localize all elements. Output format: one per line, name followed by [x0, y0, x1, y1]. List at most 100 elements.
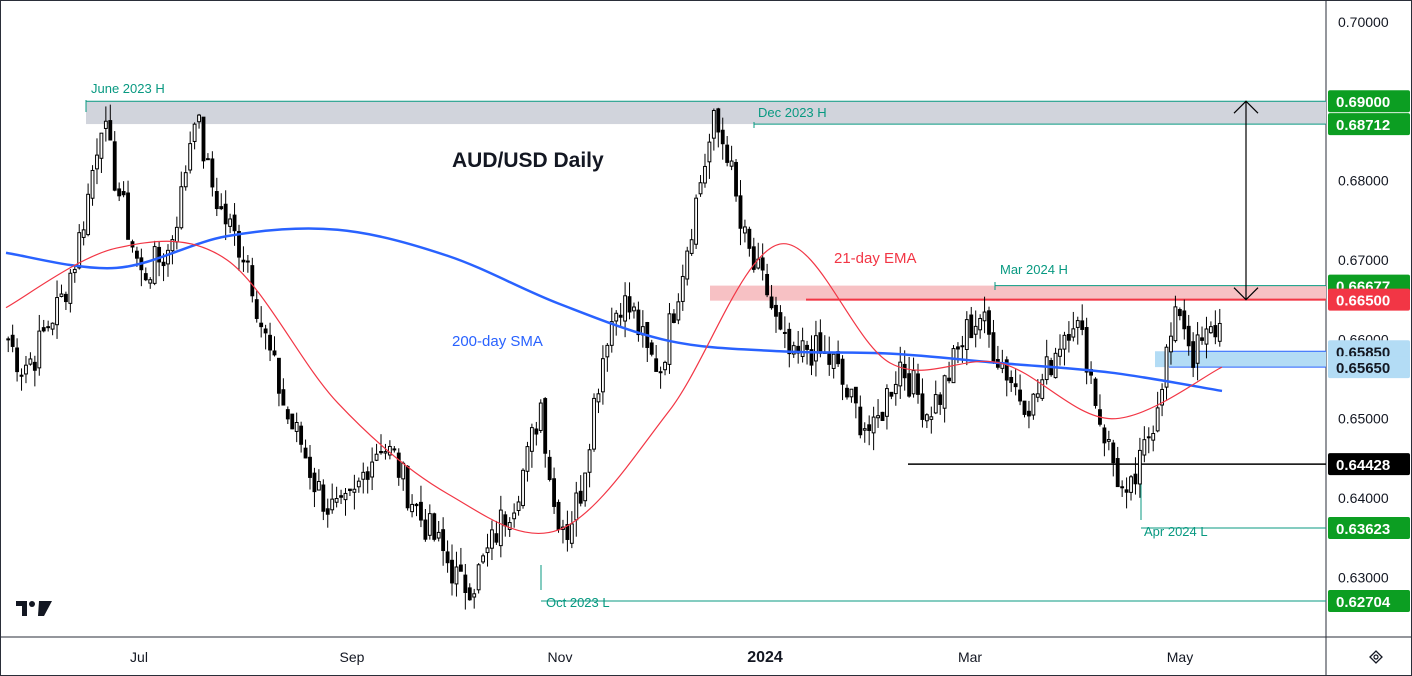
candle-body: [303, 447, 308, 459]
candle-body: [379, 450, 383, 454]
x-tick-label: May: [1167, 649, 1193, 665]
price-badge: [1328, 356, 1410, 379]
support-zone: [1155, 351, 1326, 368]
annotation-1: Dec 2023 H: [758, 105, 827, 120]
candle-body: [685, 250, 690, 280]
candle-body: [636, 309, 641, 336]
candle-body: [254, 299, 259, 319]
candle-body: [1160, 388, 1165, 406]
y-tick-label: 0.70000: [1338, 14, 1389, 30]
candle-body: [183, 172, 188, 188]
candle-body: [81, 229, 86, 238]
price-badge: [1328, 288, 1410, 311]
candle-body: [467, 587, 472, 601]
price-badge: [1328, 90, 1410, 113]
candle-body: [911, 370, 916, 395]
candle-body: [383, 451, 388, 454]
candle-body: [623, 295, 628, 322]
price-badge-label: 0.69000: [1336, 94, 1390, 111]
candle-body: [791, 345, 796, 355]
candle-body: [933, 394, 938, 414]
candle-body: [494, 533, 499, 543]
candle-body: [680, 275, 685, 302]
candle-body: [592, 397, 596, 450]
candle-body: [237, 231, 241, 258]
candle-body: [703, 165, 707, 184]
resistance-zone-top: [86, 101, 1326, 125]
candle-body: [827, 352, 832, 365]
candle-body: [86, 193, 91, 236]
candle-body: [578, 490, 583, 504]
candle-body: [259, 322, 264, 328]
tradingview-logo-dot: [29, 601, 35, 607]
candle-body: [241, 259, 246, 263]
price-badge: [1328, 517, 1410, 540]
x-tick-label: 2024: [747, 649, 783, 666]
candle-body: [938, 394, 943, 405]
candle-body: [170, 239, 175, 252]
candle-body: [880, 411, 885, 421]
candle-body: [1208, 326, 1213, 334]
candle-body: [982, 311, 987, 322]
price-badge-label: 0.68712: [1336, 117, 1390, 134]
candle-body: [490, 529, 494, 549]
annotation-4: Oct 2023 L: [546, 595, 610, 610]
candle-body: [689, 239, 694, 254]
candle-body: [1155, 407, 1160, 432]
candle-body: [63, 293, 68, 303]
candle-body: [121, 191, 126, 196]
candle-body: [658, 371, 663, 374]
candle-body: [1075, 320, 1080, 328]
candle-body: [405, 465, 410, 509]
price-badge-label: 0.65650: [1336, 360, 1390, 377]
candle-body: [463, 574, 468, 593]
candle-body: [334, 498, 339, 503]
y-tick-label: 0.64000: [1338, 490, 1389, 506]
price-badge: [1328, 589, 1410, 612]
settings-icon[interactable]: [1369, 650, 1383, 664]
candle-body: [272, 350, 277, 356]
candle-body: [294, 422, 299, 432]
candle-body: [529, 427, 534, 452]
candle-body: [219, 206, 224, 210]
tradingview-logo: [16, 601, 27, 616]
candle-body: [1004, 359, 1009, 381]
candle-body: [898, 361, 903, 387]
candle-body: [654, 358, 659, 372]
candle-body: [1031, 393, 1036, 416]
candle-body: [148, 279, 153, 284]
candle-body: [800, 340, 805, 357]
candle-body: [299, 425, 304, 445]
candle-body: [245, 260, 250, 263]
chart-title: AUD/USD Daily: [452, 149, 604, 172]
candle-body: [782, 331, 787, 334]
candle-body: [436, 531, 441, 539]
candle-body: [1062, 334, 1067, 350]
candle-body: [210, 158, 215, 188]
candle-body: [1058, 348, 1062, 357]
candle-body: [853, 386, 858, 404]
candle-body: [396, 452, 401, 478]
candle-body: [232, 214, 237, 232]
candle-body: [885, 388, 889, 417]
series-line-ema-21: [5, 240, 1223, 535]
candle-body: [711, 110, 716, 139]
candle-body: [485, 547, 490, 554]
candle-body: [1071, 328, 1076, 338]
candle-body: [432, 513, 437, 540]
candle-body: [814, 335, 818, 362]
candle-body: [263, 328, 268, 334]
candle-body: [649, 342, 654, 355]
candle-body: [1186, 325, 1191, 347]
candle-body: [1053, 352, 1058, 379]
candle-body: [1173, 306, 1178, 342]
candle-body: [765, 273, 770, 296]
candle-body: [1169, 335, 1173, 353]
candle-body: [538, 402, 543, 431]
candle-body: [778, 312, 783, 330]
candle-body: [103, 120, 108, 129]
candle-body: [1137, 449, 1142, 485]
candle-body: [427, 513, 432, 536]
candle-body: [419, 501, 423, 521]
